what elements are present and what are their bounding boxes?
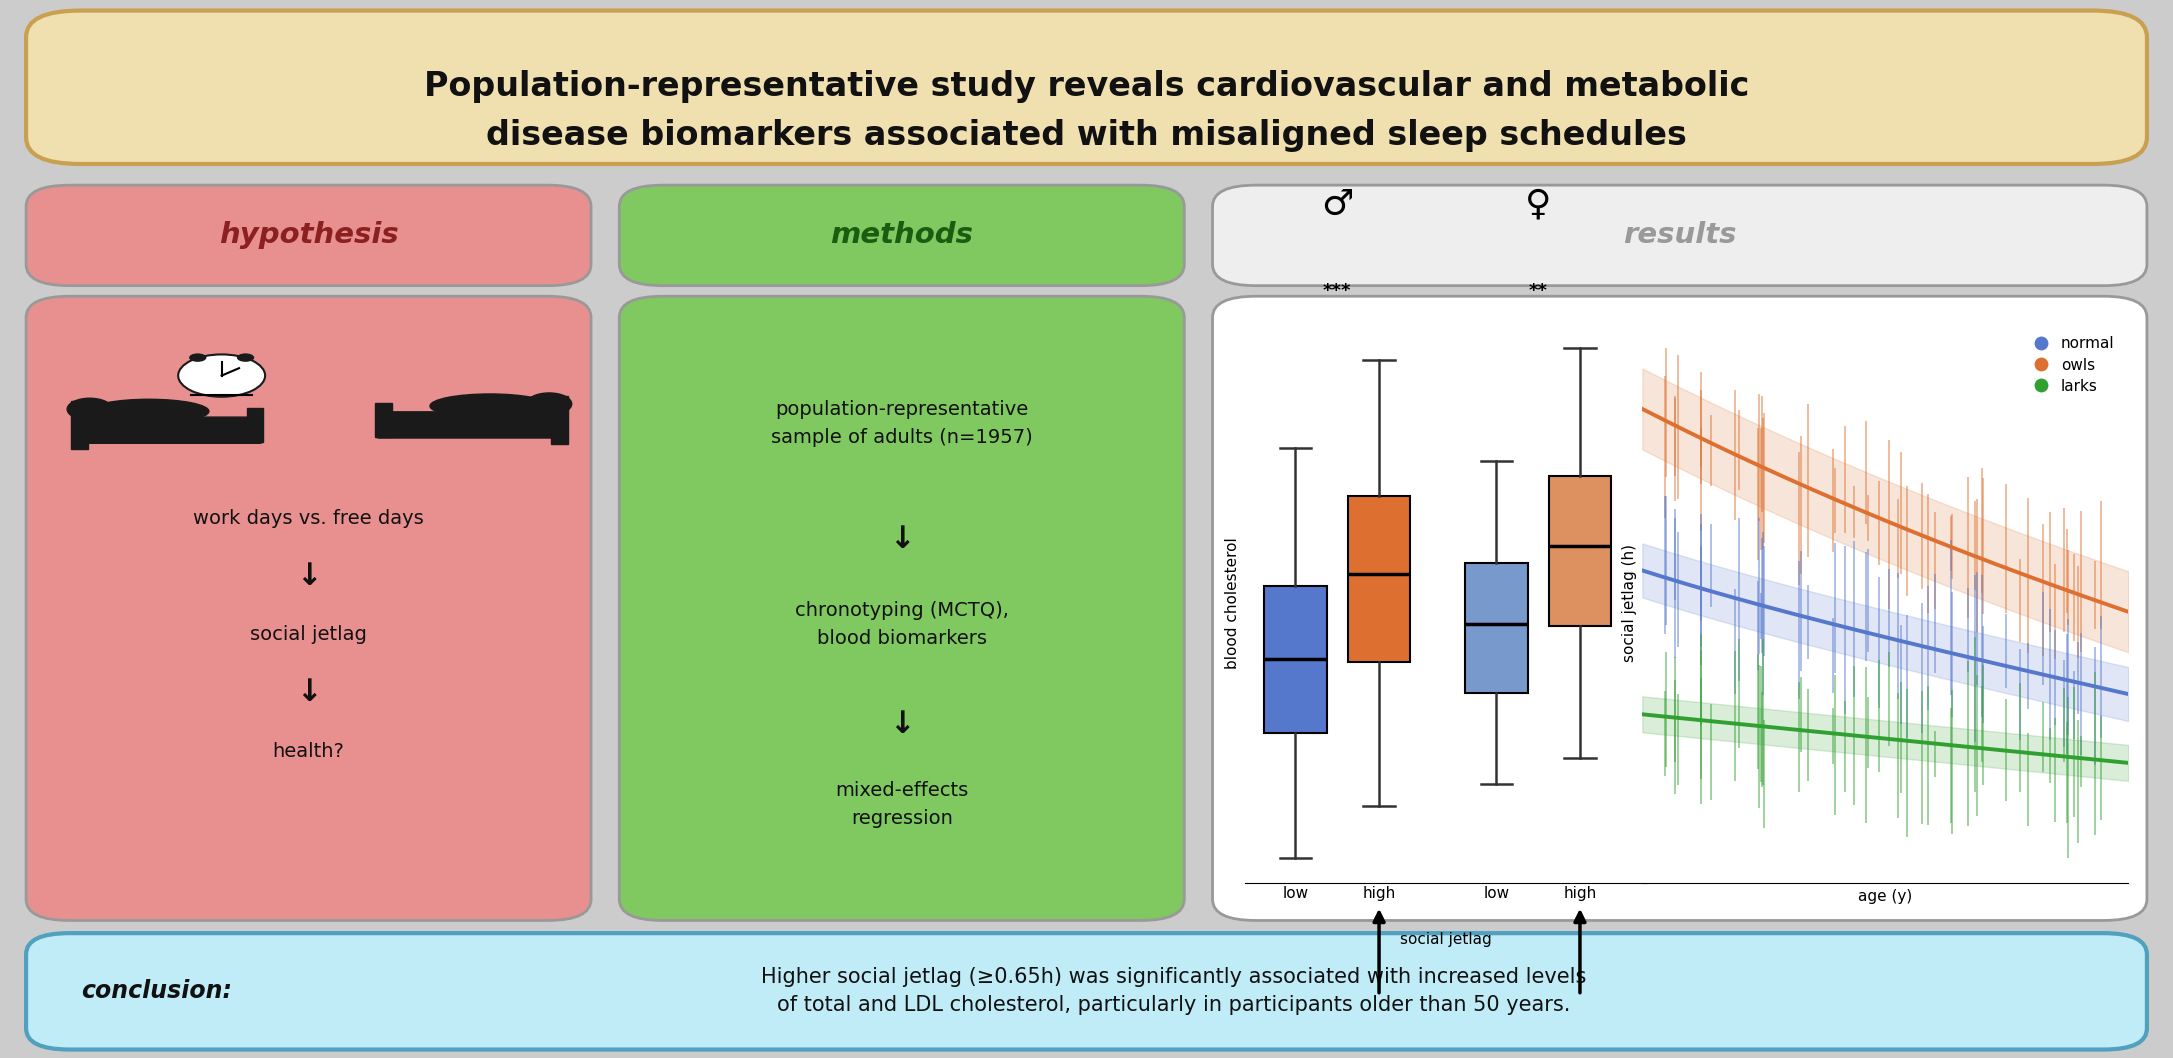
FancyBboxPatch shape	[1213, 296, 2147, 920]
X-axis label: social jetlag: social jetlag	[1399, 932, 1493, 947]
Text: social jetlag: social jetlag	[250, 625, 367, 644]
FancyBboxPatch shape	[74, 417, 263, 443]
Text: methods: methods	[830, 221, 974, 250]
PathPatch shape	[1549, 476, 1612, 626]
Text: conclusion:: conclusion:	[80, 980, 233, 1003]
Text: ***: ***	[1323, 282, 1352, 300]
Circle shape	[189, 353, 206, 362]
FancyBboxPatch shape	[26, 11, 2147, 164]
Ellipse shape	[430, 394, 550, 418]
Circle shape	[67, 398, 113, 420]
Text: Population-representative study reveals cardiovascular and metabolic: Population-representative study reveals …	[424, 70, 1749, 104]
Text: population-representative
sample of adults (n=1957): population-representative sample of adul…	[771, 400, 1032, 446]
Circle shape	[237, 353, 254, 362]
PathPatch shape	[1347, 496, 1410, 661]
Text: health?: health?	[272, 742, 346, 761]
Text: mixed-effects
regression: mixed-effects regression	[834, 781, 969, 827]
Bar	[376, 403, 391, 437]
Bar	[552, 396, 567, 444]
Bar	[248, 408, 263, 442]
Text: ↓: ↓	[296, 562, 322, 591]
Text: ↓: ↓	[889, 525, 915, 554]
Text: **: **	[1528, 282, 1547, 300]
Text: hypothesis: hypothesis	[219, 221, 398, 250]
FancyBboxPatch shape	[26, 185, 591, 286]
FancyBboxPatch shape	[619, 296, 1184, 920]
Y-axis label: social jetlag (h): social jetlag (h)	[1621, 544, 1636, 662]
Text: disease biomarkers associated with misaligned sleep schedules: disease biomarkers associated with misal…	[487, 118, 1686, 152]
Ellipse shape	[89, 399, 209, 423]
PathPatch shape	[1265, 585, 1328, 733]
FancyBboxPatch shape	[378, 412, 565, 438]
Text: chronotyping (MCTQ),
blood biomarkers: chronotyping (MCTQ), blood biomarkers	[795, 601, 1008, 647]
Text: ↓: ↓	[889, 710, 915, 740]
Bar	[72, 401, 87, 449]
Text: Higher social jetlag (≥0.65h) was significantly associated with increased levels: Higher social jetlag (≥0.65h) was signif…	[761, 967, 1586, 1016]
FancyBboxPatch shape	[1213, 185, 2147, 286]
Legend: normal, owls, larks: normal, owls, larks	[2019, 330, 2121, 400]
Circle shape	[178, 354, 265, 397]
Y-axis label: blood cholesterol: blood cholesterol	[1226, 537, 1239, 669]
Text: ♂: ♂	[1321, 187, 1354, 222]
X-axis label: age (y): age (y)	[1858, 889, 1912, 904]
Text: work days vs. free days: work days vs. free days	[193, 509, 424, 528]
Text: ↓: ↓	[296, 678, 322, 708]
Text: ♀: ♀	[1525, 187, 1552, 222]
FancyBboxPatch shape	[26, 296, 591, 920]
FancyBboxPatch shape	[26, 933, 2147, 1050]
FancyBboxPatch shape	[619, 185, 1184, 286]
PathPatch shape	[1465, 563, 1528, 693]
Circle shape	[526, 393, 571, 415]
Text: results: results	[1623, 221, 1736, 250]
